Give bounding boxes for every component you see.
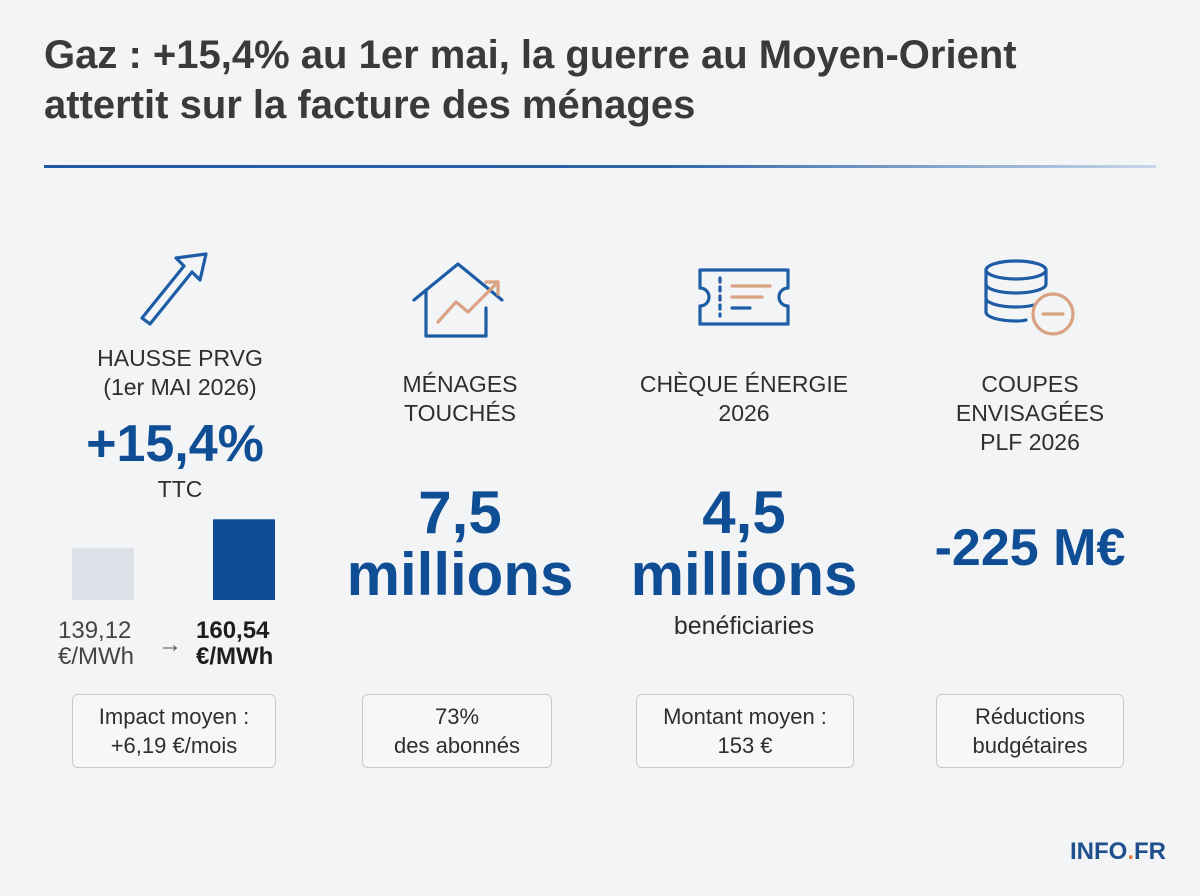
brand-tld: FR (1134, 838, 1166, 865)
label-coupes: COUPES ENVISAGÉES PLF 2026 (900, 370, 1160, 457)
coins-minus-icon (984, 259, 1075, 336)
label-hausse-prvg: HAUSSE PRVG (1er MAI 2026) (50, 344, 310, 402)
price-new-value: 160,54 (196, 617, 270, 644)
value-line: 4,5 (702, 479, 786, 546)
bar-price-new (213, 519, 275, 600)
brand-logo: INFO.FR (1070, 838, 1166, 866)
value-line: millions (346, 541, 574, 608)
brand-dot: . (1127, 838, 1134, 865)
price-bar-chart (72, 519, 275, 600)
price-old-value: 139,12 (58, 617, 132, 644)
label-line: COUPES (981, 371, 1079, 397)
box-line: Montant moyen : (663, 704, 827, 729)
value-hausse: +15,4% (86, 415, 264, 473)
brand-main: INFO (1070, 838, 1128, 865)
bar-price-old (72, 547, 134, 600)
value-sub-beneficiaires: benéficiaries (673, 612, 815, 640)
box-line: +6,19 €/mois (110, 733, 238, 758)
value-sub-ttc: TTC (157, 476, 203, 502)
value-line: millions (630, 541, 858, 608)
arrow-up-right-icon (140, 252, 208, 326)
label-cheque: CHÈQUE ÉNERGIE 2026 (610, 370, 878, 428)
page-title: Gaz : +15,4% au 1er mai, la guerre au Mo… (44, 30, 1164, 130)
ticket-icon (698, 268, 790, 326)
label-line: PLF 2026 (980, 429, 1080, 455)
price-new: 160,54 €/MWh (196, 618, 306, 670)
value-line: 7,5 (418, 479, 502, 546)
info-box-montant: Montant moyen : 153 € (636, 694, 854, 768)
box-line: Réductions (974, 704, 1086, 729)
value-coupes: -225 M€ (934, 519, 1126, 577)
label-line: CHÈQUE ÉNERGIE (639, 371, 849, 397)
price-arrow-icon: → (158, 631, 182, 658)
box-line: 153 € (717, 733, 773, 758)
label-line: (1er MAI 2026) (103, 374, 257, 400)
price-old: 139,12 €/MWh (58, 618, 158, 670)
box-line: budgétaires (972, 733, 1088, 758)
title-line-2: attertit sur la facture des ménages (44, 83, 696, 127)
label-line: ENVISAGÉES (955, 400, 1105, 426)
label-line: MÉNAGES (402, 371, 518, 397)
price-old-unit: €/MWh (58, 643, 135, 670)
value-cheque: 4,5 millions (604, 482, 884, 606)
title-divider (44, 165, 1156, 168)
box-line: Impact moyen : (98, 704, 250, 729)
info-box-abonnes: 73% des abonnés (362, 694, 552, 768)
value-menages: 7,5 millions (320, 482, 600, 606)
info-box-impact: Impact moyen : +6,19 €/mois (72, 694, 276, 768)
info-box-reductions: Réductions budgétaires (936, 694, 1124, 768)
title-line-1: Gaz : +15,4% au 1er mai, la guerre au Mo… (44, 33, 1017, 77)
box-line: 73% (434, 704, 480, 729)
house-chart-icon (412, 262, 504, 338)
label-menages: MÉNAGES TOUCHÉS (330, 370, 590, 428)
label-line: 2026 (718, 400, 770, 426)
label-line: TOUCHÉS (403, 400, 517, 426)
label-line: HAUSSE PRVG (97, 345, 263, 371)
price-new-unit: €/MWh (196, 643, 274, 670)
box-line: des abonnés (394, 733, 520, 758)
